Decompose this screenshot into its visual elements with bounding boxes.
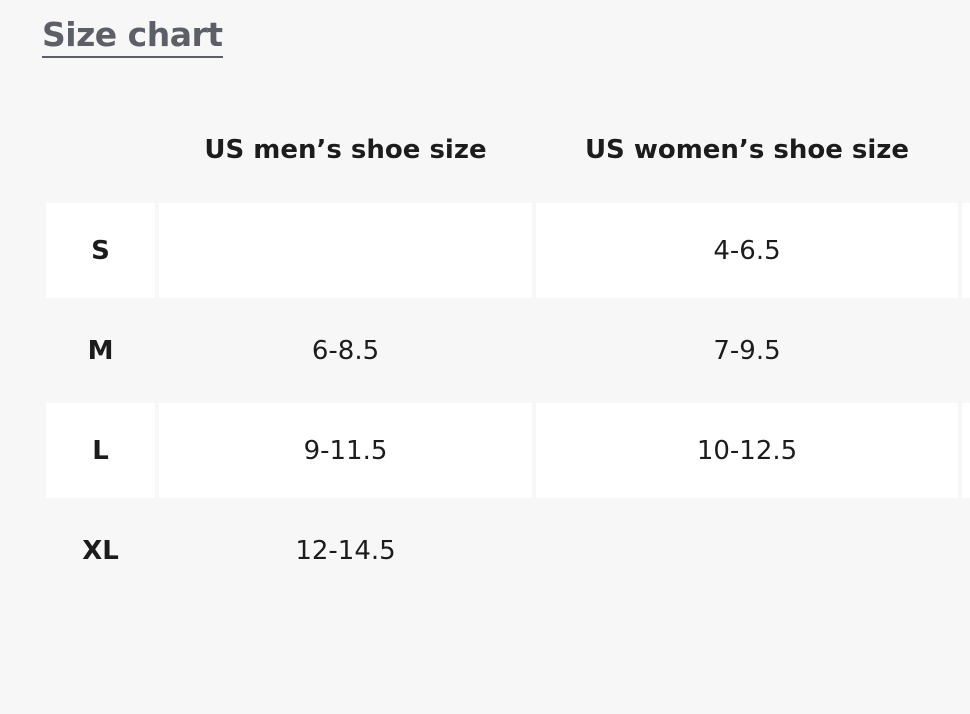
table-cell: 12-14.5	[295, 535, 396, 566]
column-header: US men’s shoe size	[204, 135, 487, 165]
table-cell-edge	[962, 403, 970, 498]
row-label: M	[87, 335, 114, 366]
table-cell: 6-8.5	[311, 335, 380, 366]
table-cell: 4-6.5	[536, 203, 958, 298]
table-cell	[159, 203, 532, 298]
row-label: L	[46, 403, 155, 498]
table-cell: 7-9.5	[713, 335, 781, 366]
row-label: XL	[82, 535, 119, 566]
table-cell-edge	[962, 203, 970, 298]
table-cell	[536, 503, 958, 598]
page-title: Size chart	[42, 14, 223, 58]
column-header: US women’s shoe size	[584, 135, 910, 165]
row-label: S	[46, 203, 155, 298]
table-cell: 9-11.5	[159, 403, 532, 498]
table-cell: 10-12.5	[536, 403, 958, 498]
